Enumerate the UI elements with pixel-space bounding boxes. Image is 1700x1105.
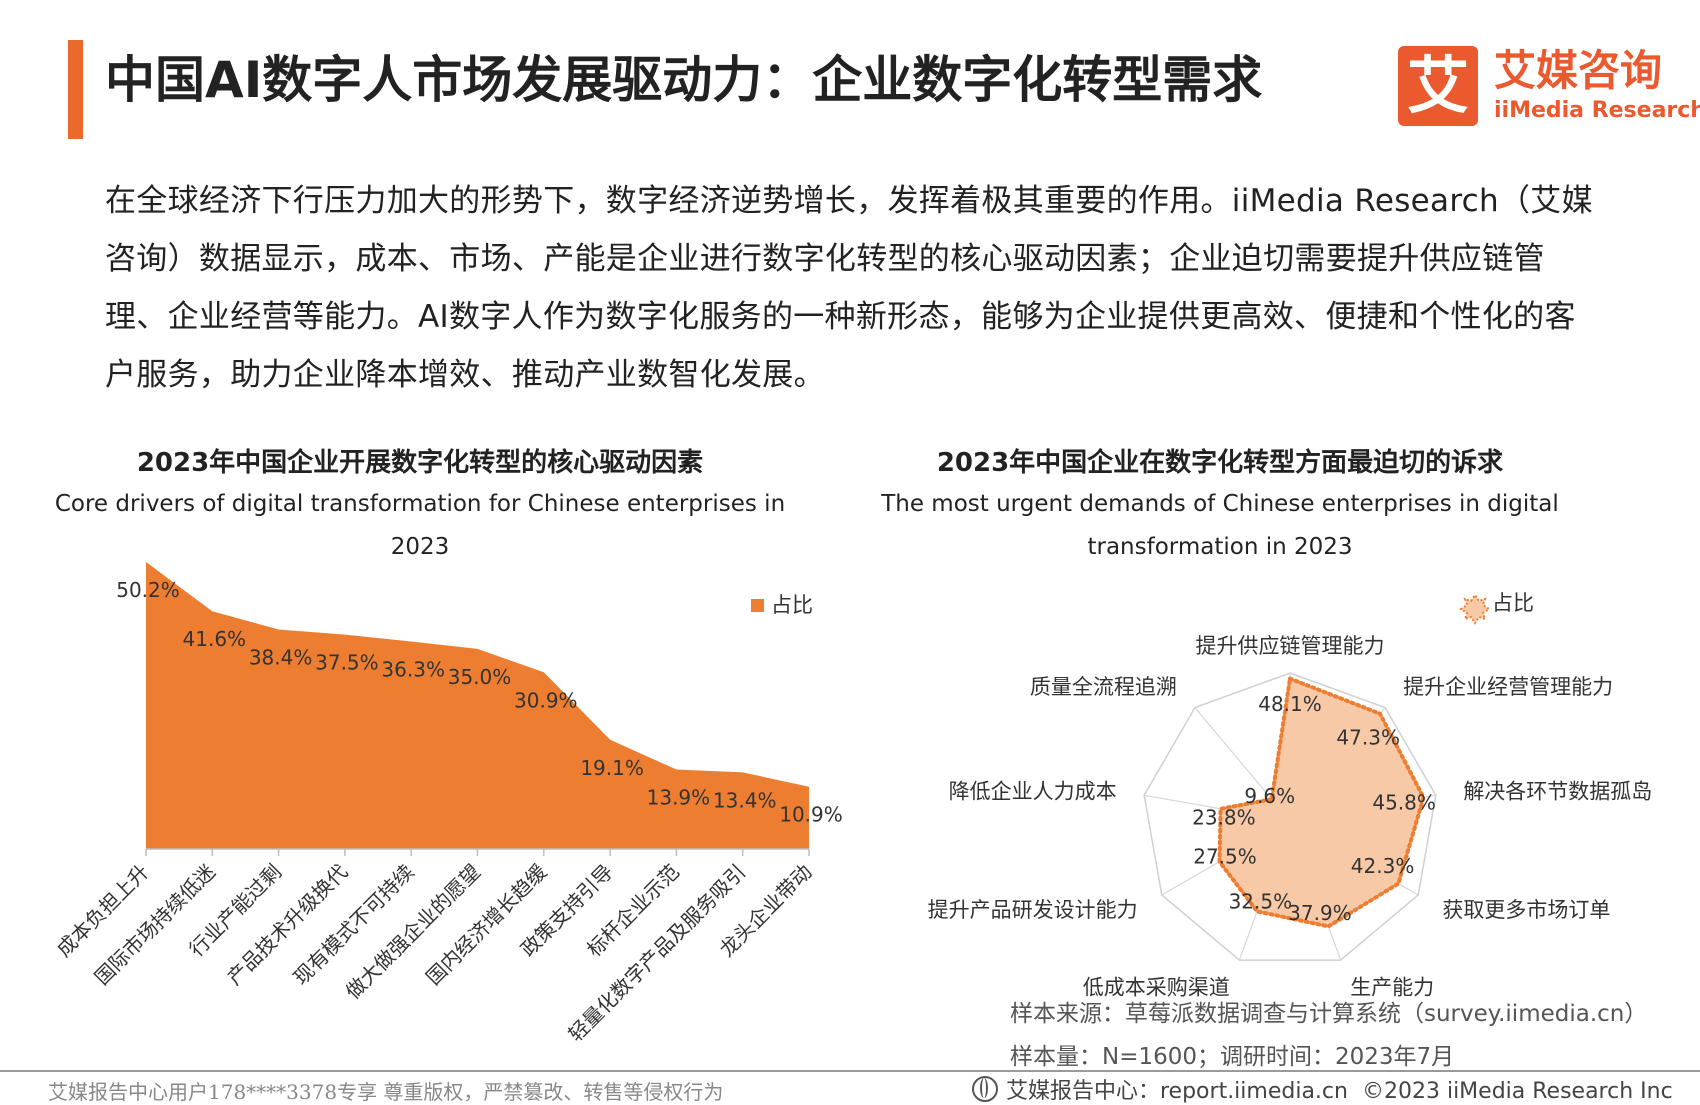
radar-value-label-8: 23.8% [1192, 805, 1256, 829]
radar-category-label-9: 质量全流程追溯 [1030, 675, 1177, 699]
radar-legend-label: 占比 [1492, 591, 1534, 615]
logo-text-cn: 艾媒咨询 [1494, 46, 1663, 95]
data-label-2: 41.6% [183, 627, 247, 651]
radar-category-label-5: 生产能力 [1350, 975, 1434, 999]
iimedia-logo: 艾 艾媒咨询 iiMedia Research [1398, 46, 1700, 128]
data-label-1: 50.2% [116, 578, 180, 602]
logo-text-en: iiMedia Research [1494, 98, 1700, 123]
title-accent-bar [68, 40, 83, 139]
data-label-10: 13.4% [713, 788, 777, 812]
radar-category-label-7: 提升产品研发设计能力 [928, 898, 1138, 922]
radar-category-label-1: 提升供应链管理能力 [1196, 634, 1385, 658]
radar-value-label-2: 47.3% [1336, 725, 1400, 749]
radar-value-label-6: 32.5% [1229, 890, 1293, 914]
globe-icon [972, 1076, 998, 1102]
radar-category-label-8: 降低企业人力成本 [949, 779, 1117, 803]
footer-site-link[interactable]: 艾媒报告中心：report.iimedia.cn [1006, 1079, 1348, 1104]
radar-legend-swatch [1459, 593, 1491, 625]
source-sample: 样本来源：草莓派数据调查与计算系统（survey.iimedia.cn） [1010, 1001, 1648, 1027]
source-size-date: 样本量：N=1600；调研时间：2023年7月 [1010, 1044, 1455, 1070]
footer-site-info: 艾媒报告中心：report.iimedia.cn ©2023 iiMedia R… [972, 1073, 1673, 1105]
intro-paragraph: 在全球经济下行压力加大的形势下，数字经济逆势增长，发挥着极其重要的作用。iiMe… [105, 183, 1593, 393]
radar-value-label-1: 48.1% [1258, 692, 1322, 716]
radar-value-label-9: 9.6% [1244, 784, 1295, 808]
data-label-9: 13.9% [647, 786, 711, 810]
radar-chart-title: 2023年中国企业在数字化转型方面最迫切的诉求 [936, 448, 1504, 478]
area-chart-subtitle: Core drivers of digital transformation f… [54, 491, 786, 560]
radar-value-label-3: 45.8% [1372, 791, 1436, 815]
radar-value-label-7: 27.5% [1193, 845, 1257, 869]
radar-category-label-4: 获取更多市场订单 [1442, 898, 1610, 922]
footer-divider [0, 1070, 1700, 1072]
logo-mark: 艾 [1398, 46, 1478, 126]
data-label-5: 36.3% [381, 657, 445, 681]
legend-swatch [751, 599, 764, 612]
data-label-3: 38.4% [249, 645, 313, 669]
legend-label: 占比 [771, 593, 813, 617]
area-chart-title: 2023年中国企业开展数字化转型的核心驱动因素 [136, 448, 704, 478]
radar-chart-subtitle: The most urgent demands of Chinese enter… [881, 491, 1559, 560]
data-label-6: 35.0% [448, 665, 512, 689]
data-label-8: 19.1% [580, 756, 644, 780]
footer-copyright: ©2023 iiMedia Research Inc [1361, 1079, 1673, 1104]
radar-grid-polygon [1143, 672, 1437, 961]
page-title: 中国AI数字人市场发展驱动力：企业数字化转型需求 [105, 51, 1263, 109]
area-series-fill [146, 562, 809, 849]
radar-category-label-3: 解决各环节数据孤岛 [1463, 779, 1652, 803]
data-label-7: 30.9% [514, 688, 578, 712]
data-label-4: 37.5% [315, 651, 379, 675]
radar-value-label-4: 42.3% [1351, 854, 1415, 878]
radar-series-area [1217, 675, 1426, 929]
data-label-11: 10.9% [779, 803, 843, 827]
radar-category-label-6: 低成本采购渠道 [1083, 975, 1230, 999]
radar-category-label-2: 提升企业经营管理能力 [1403, 675, 1613, 699]
footer-watermark: 艾媒报告中心用户178****3378专享 尊重版权，严禁篡改、转售等侵权行为 [48, 1080, 724, 1104]
radar-value-label-5: 37.9% [1288, 901, 1352, 925]
